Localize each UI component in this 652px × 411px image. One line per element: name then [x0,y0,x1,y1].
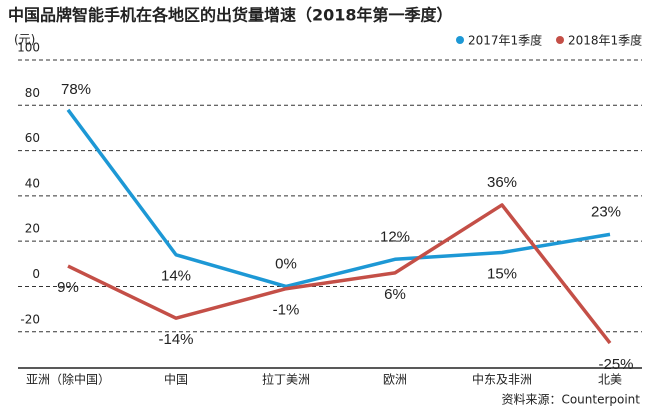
value-label: 9% [57,279,79,296]
unit-label: (元) [14,33,35,47]
x-tick-label: 北美 [598,373,622,387]
y-tick-label: 0 [32,267,40,281]
y-tick-label: 20 [25,222,40,236]
value-label: 14% [161,268,191,285]
x-tick-label: 中东及非洲 [472,372,532,387]
legend-marker [556,36,564,44]
value-label: 78% [61,81,91,98]
value-label: 36% [487,174,517,191]
value-label: 23% [591,203,621,220]
value-label: 0% [275,255,297,272]
x-tick-label: 亚洲（除中国） [26,372,110,387]
x-tick-label: 拉丁美洲 [262,372,310,387]
value-label: -14% [158,331,193,348]
legend-label: 2018年1季度 [568,33,642,48]
value-label: -25% [598,356,633,373]
legend-marker [456,36,464,44]
value-label: 6% [384,286,406,303]
y-tick-label: 100 [17,41,40,55]
value-label: -1% [273,302,300,319]
legend-label: 2017年1季度 [468,33,542,48]
chart-title: 中国品牌智能手机在各地区的出货量增速（2018年第一季度） [8,6,453,25]
y-tick-label: 40 [25,176,40,190]
y-tick-label: 80 [25,86,40,100]
y-tick-label: 60 [25,131,40,145]
value-label: 15% [487,265,517,282]
series-line [67,203,612,345]
source: 资料来源：Counterpoint [501,393,640,407]
value-label: 12% [380,228,410,245]
y-tick-label: -20 [20,312,40,326]
series-line [66,108,611,289]
x-tick-label: 欧洲 [383,373,407,387]
x-tick-label: 中国 [164,372,188,387]
